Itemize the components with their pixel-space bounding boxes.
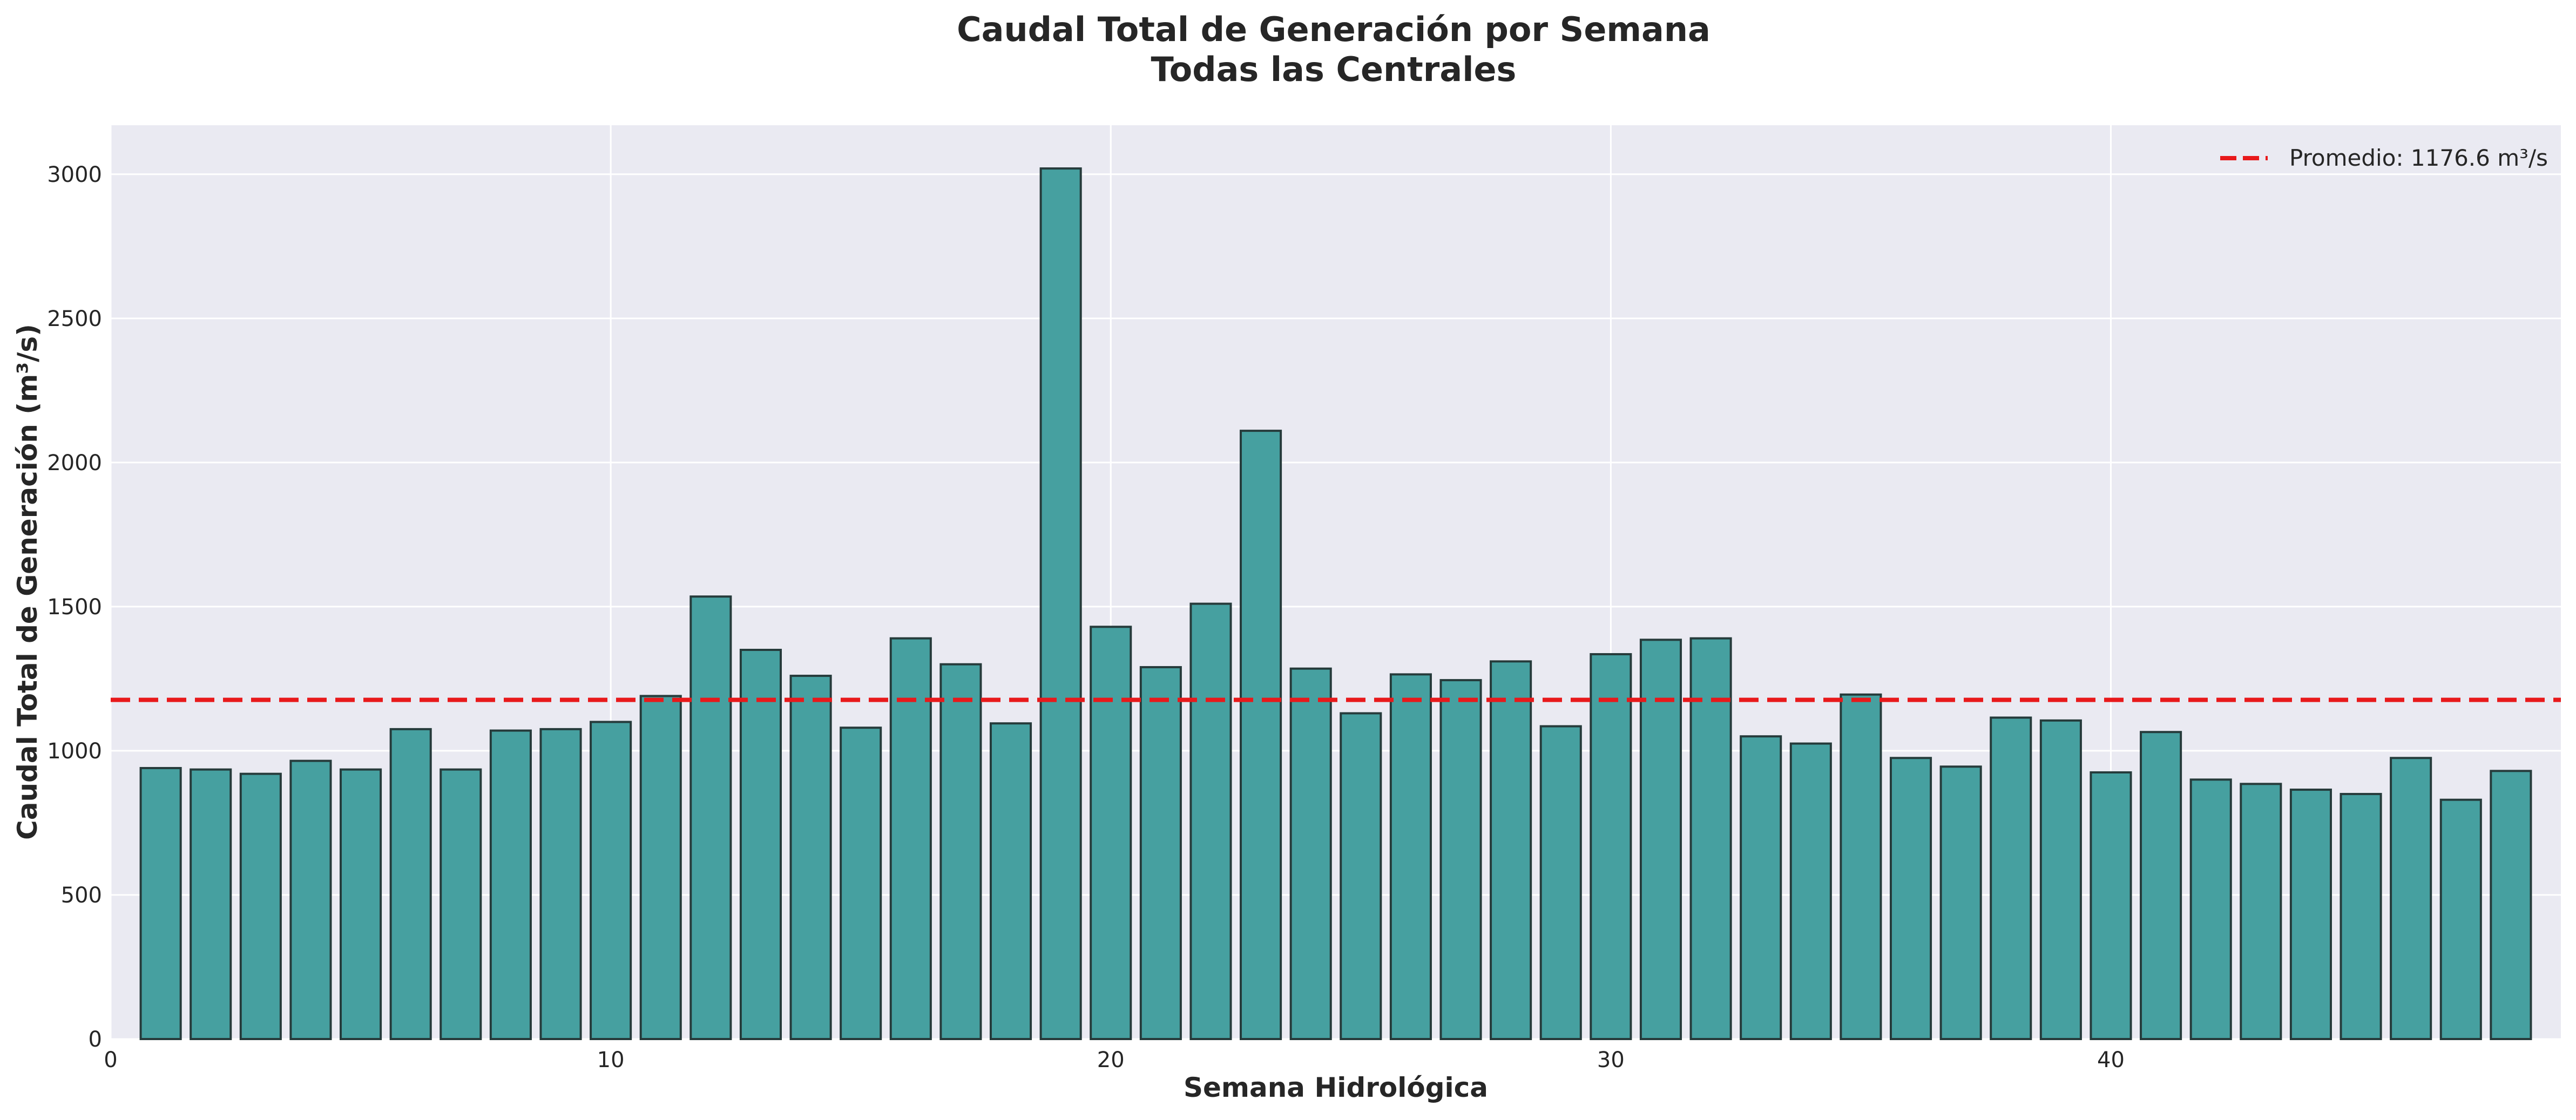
bar (989, 722, 1032, 1040)
y-tick-label: 0 (89, 1027, 102, 1052)
bar (1340, 712, 1382, 1040)
bar (1090, 626, 1132, 1040)
legend: Promedio: 1176.6 m³/s (2220, 145, 2548, 171)
x-tick-label: 0 (104, 1048, 117, 1073)
bar (2240, 783, 2282, 1041)
bar (739, 649, 782, 1041)
bar (440, 768, 482, 1041)
bar (2090, 771, 2132, 1041)
bar (1139, 666, 1182, 1040)
bar (1889, 757, 1932, 1040)
y-tick-label: 1000 (47, 739, 102, 764)
x-tick-label: 20 (1097, 1048, 1125, 1073)
bar (2439, 798, 2482, 1040)
bar (939, 663, 982, 1041)
bar (689, 595, 732, 1040)
bar (190, 768, 232, 1041)
bar (1240, 430, 1282, 1041)
bar (1189, 602, 1232, 1040)
bar (789, 675, 832, 1040)
chart-title-line-1: Caudal Total de Generación por Semana (957, 10, 1710, 49)
bar (2140, 731, 2182, 1040)
bar (1840, 693, 1882, 1041)
bar (840, 727, 882, 1041)
y-tick-label: 2000 (47, 451, 102, 476)
bar (1289, 667, 1332, 1040)
bar (2490, 770, 2532, 1040)
bar (1590, 653, 1632, 1040)
bar (239, 772, 282, 1040)
x-tick-label: 10 (597, 1048, 625, 1073)
bar (1939, 765, 1982, 1041)
legend-mean-label: Promedio: 1176.6 m³/s (2289, 145, 2548, 171)
bar (2340, 793, 2382, 1040)
x-tick-label: 40 (2097, 1048, 2125, 1073)
x-tick-label: 30 (1597, 1048, 1625, 1073)
bar (590, 721, 632, 1040)
y-tick-label: 3000 (47, 162, 102, 187)
bar (2289, 789, 2332, 1041)
tick-labels: 0 500 1000 1500 2000 2500 3000 0 10 20 30 40 (47, 162, 2125, 1073)
bar (1740, 735, 1782, 1041)
y-tick-label: 2500 (47, 307, 102, 331)
bar (1389, 673, 1432, 1040)
x-axis-label: Semana Hidrológica (1184, 1072, 1488, 1103)
bar (389, 728, 432, 1040)
bars (139, 167, 2532, 1041)
bar (489, 729, 532, 1041)
bar (1439, 679, 1482, 1040)
y-tick-label: 500 (61, 883, 102, 908)
bar (340, 768, 382, 1041)
bar (1539, 725, 1582, 1040)
bar (139, 766, 182, 1040)
bar (2390, 757, 2432, 1040)
bar (1789, 742, 1832, 1040)
bar (1990, 716, 2032, 1040)
chart-title-line-2: Todas las Centrales (1151, 50, 1517, 89)
bar (639, 695, 682, 1040)
bar (2039, 719, 2082, 1040)
bar (2189, 778, 2232, 1040)
bar (889, 637, 932, 1040)
y-axis-label: Caudal Total de Generación (m³/s) (12, 324, 43, 840)
y-tick-label: 1500 (47, 595, 102, 620)
bar (1689, 637, 1732, 1040)
bar (539, 728, 582, 1040)
bar (1039, 167, 1082, 1041)
bar (289, 759, 332, 1040)
bar (1490, 660, 1532, 1041)
bar (1639, 639, 1682, 1040)
